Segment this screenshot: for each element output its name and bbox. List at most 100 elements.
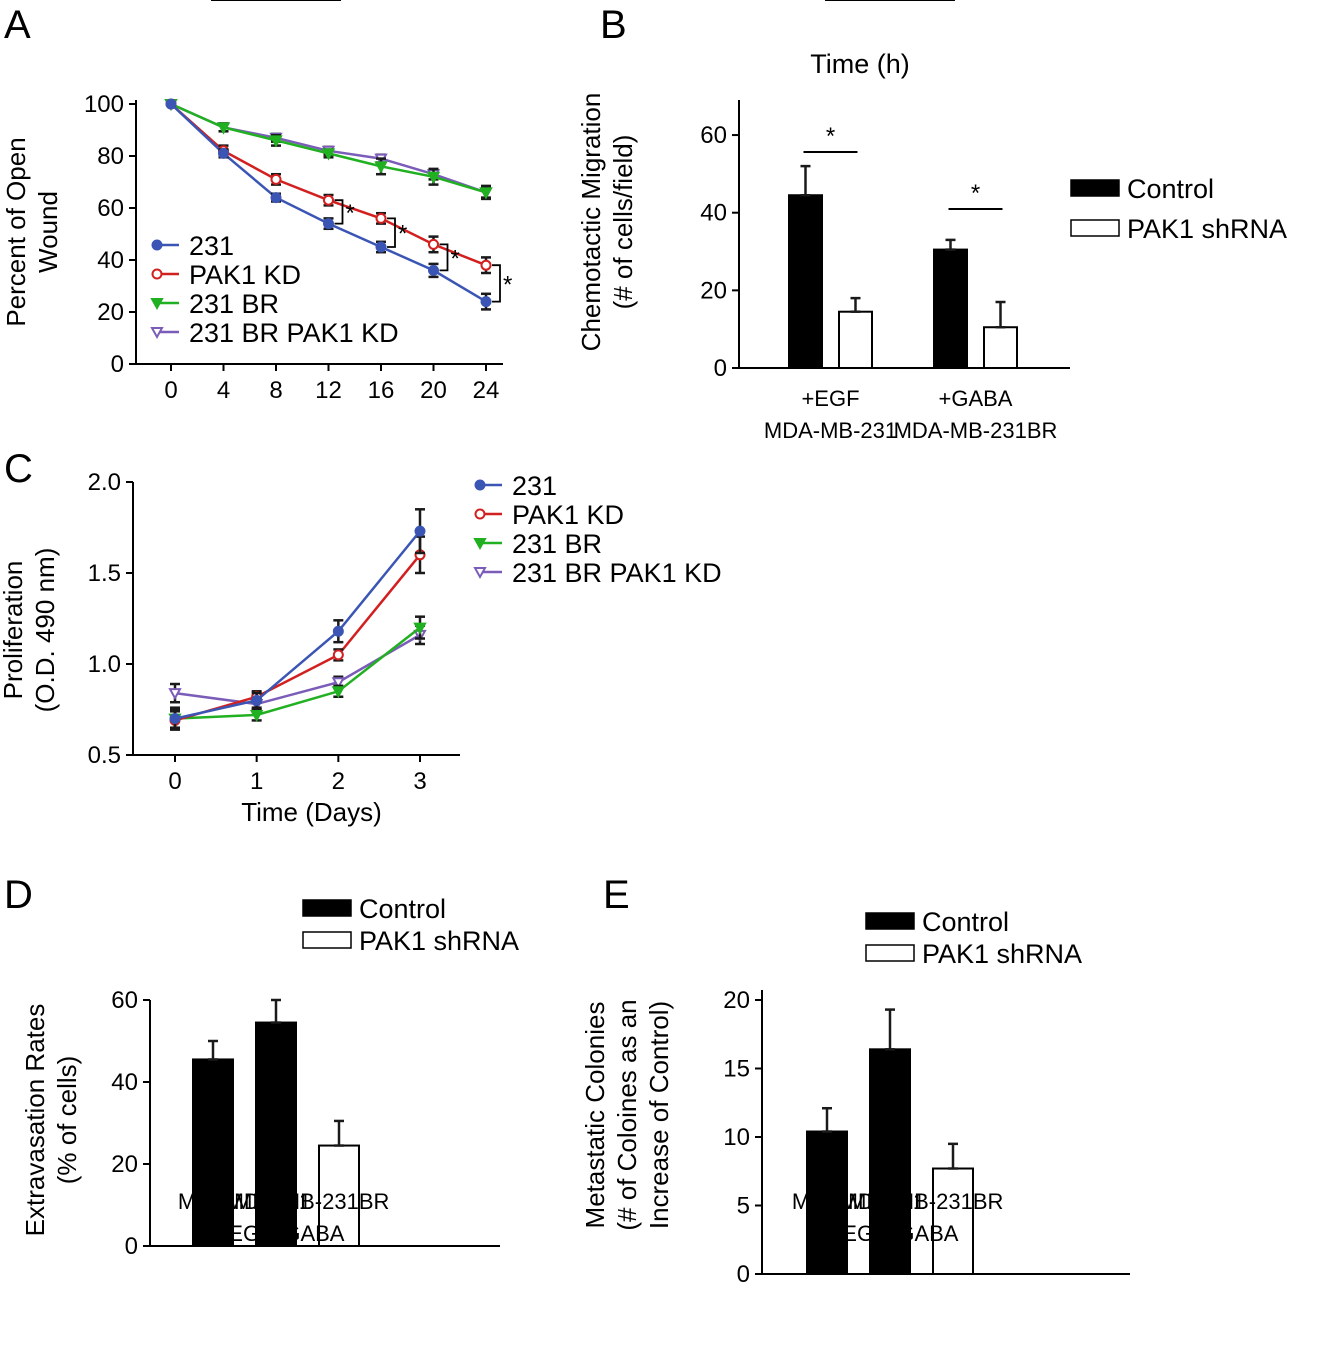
series-line bbox=[174, 633, 421, 706]
y-axis-label: (# of cells/field) bbox=[608, 135, 638, 310]
y-tick-label: 40 bbox=[111, 1069, 138, 1096]
y-axis-label: (% of cells) bbox=[52, 1056, 82, 1185]
legend-label: PAK1 shRNA bbox=[1127, 214, 1287, 244]
data-point bbox=[331, 677, 346, 690]
data-point bbox=[249, 709, 264, 723]
legend-swatch-control bbox=[865, 912, 915, 930]
legend-marker bbox=[473, 567, 487, 580]
y-tick-label: 5 bbox=[737, 1193, 750, 1220]
data-point bbox=[414, 525, 426, 537]
x-tick-label: 2 bbox=[332, 768, 345, 795]
bar-shrna bbox=[838, 310, 873, 369]
bar-control bbox=[806, 1130, 848, 1276]
significance-star: * bbox=[240, 0, 249, 6]
data-point bbox=[331, 686, 346, 699]
panel-label: C bbox=[4, 447, 33, 491]
y-tick-label: 100 bbox=[84, 91, 124, 118]
data-point bbox=[426, 171, 441, 184]
y-tick-label: 2.0 bbox=[88, 469, 121, 496]
category-label: MDA-MB-231BR bbox=[226, 1189, 390, 1214]
legend-swatch-control bbox=[1070, 179, 1120, 197]
y-tick-label: 0 bbox=[111, 351, 124, 378]
legend-label: PAK1 KD bbox=[189, 260, 301, 290]
data-point bbox=[479, 187, 493, 200]
significance-star: * bbox=[503, 271, 512, 298]
y-tick-label: 1.5 bbox=[88, 560, 121, 587]
series-231-br-pak1-kd bbox=[168, 624, 427, 712]
series-231 bbox=[169, 508, 426, 731]
data-point bbox=[375, 241, 387, 253]
y-tick-label: 0 bbox=[125, 1233, 138, 1260]
y-tick-label: 40 bbox=[97, 247, 124, 274]
bar-control bbox=[255, 1021, 297, 1247]
y-tick-label: 20 bbox=[723, 987, 750, 1014]
data-point bbox=[270, 173, 282, 185]
chart-A: A 0 20 40 60 80 100 0 4 8 12 16 20 24 Percent of Open W… bbox=[1, 3, 512, 404]
data-point bbox=[323, 218, 334, 230]
legend-marker bbox=[474, 479, 486, 491]
y-axis-label: Chemotactic Migration bbox=[576, 93, 606, 352]
significance-star: * bbox=[971, 180, 980, 207]
data-point bbox=[169, 713, 181, 725]
series-line bbox=[174, 530, 421, 720]
legend-marker bbox=[150, 327, 164, 340]
bar-control bbox=[788, 194, 823, 369]
y-axis-label: Wound bbox=[33, 191, 63, 273]
chart-E: E 0 5 10 15 20 Metastatic Colonies (# of Coloin… bbox=[580, 0, 1130, 1288]
x-tick-label: 8 bbox=[269, 377, 282, 404]
x-tick-label: 16 bbox=[368, 377, 395, 404]
chart-title: Time (h) bbox=[810, 49, 910, 79]
y-tick-label: 0 bbox=[714, 355, 727, 382]
series-line bbox=[174, 626, 421, 720]
y-tick-label: 60 bbox=[97, 195, 124, 222]
legend-swatch-shrna bbox=[865, 944, 915, 962]
significance-bracket bbox=[334, 199, 344, 225]
series-pak1-kd bbox=[169, 535, 426, 731]
x-tick-label: 24 bbox=[473, 377, 500, 404]
significance-star: * bbox=[346, 200, 355, 227]
data-point bbox=[168, 688, 182, 701]
x-tick-label: 1 bbox=[250, 768, 263, 795]
category-label: MDA-MB-231BR bbox=[894, 418, 1058, 443]
panel-label: B bbox=[600, 3, 627, 47]
category-label: +GABA bbox=[885, 1221, 959, 1246]
legend-label: 231 bbox=[189, 231, 234, 261]
bar-control bbox=[869, 1048, 911, 1275]
significance-bracket bbox=[387, 217, 396, 248]
panel-label: E bbox=[603, 873, 630, 917]
data-point bbox=[374, 161, 388, 174]
y-tick-label: 10 bbox=[723, 1124, 750, 1151]
chart-C: C 0.5 1.0 1.5 2.0 0 1 2 3 Proliferation (O.D. 490 … bbox=[0, 447, 722, 827]
legend-marker bbox=[150, 298, 164, 311]
legend-label: PAK1 shRNA bbox=[359, 926, 519, 956]
y-tick-label: 15 bbox=[723, 1056, 750, 1083]
x-tick-label: 20 bbox=[420, 377, 447, 404]
y-tick-label: 20 bbox=[97, 299, 124, 326]
legend-label: Control bbox=[359, 894, 446, 924]
data-point bbox=[270, 192, 282, 204]
significance-bracket bbox=[439, 243, 449, 272]
y-axis-label: Increase of Control) bbox=[644, 1001, 674, 1229]
legend-marker bbox=[151, 239, 163, 251]
data-point bbox=[428, 264, 439, 276]
legend-label: 231 bbox=[512, 471, 557, 501]
data-point bbox=[323, 194, 334, 206]
significance-star: * bbox=[451, 245, 460, 272]
bar-shrna bbox=[932, 1167, 974, 1276]
data-point bbox=[218, 147, 229, 159]
legend-label: PAK1 shRNA bbox=[922, 939, 1082, 969]
y-tick-label: 80 bbox=[97, 143, 124, 170]
significance-star: * bbox=[303, 0, 312, 6]
category-label: +GABA bbox=[939, 386, 1013, 411]
x-tick-label: 0 bbox=[164, 377, 177, 404]
legend-label: 231 BR PAK1 KD bbox=[512, 558, 722, 588]
x-tick-label: 4 bbox=[217, 377, 230, 404]
y-tick-label: 40 bbox=[700, 200, 727, 227]
bar-shrna bbox=[983, 326, 1018, 369]
y-axis-label: Percent of Open bbox=[1, 137, 31, 326]
bar-control bbox=[192, 1058, 234, 1247]
series-231-br bbox=[164, 99, 493, 201]
data-point bbox=[375, 212, 387, 224]
